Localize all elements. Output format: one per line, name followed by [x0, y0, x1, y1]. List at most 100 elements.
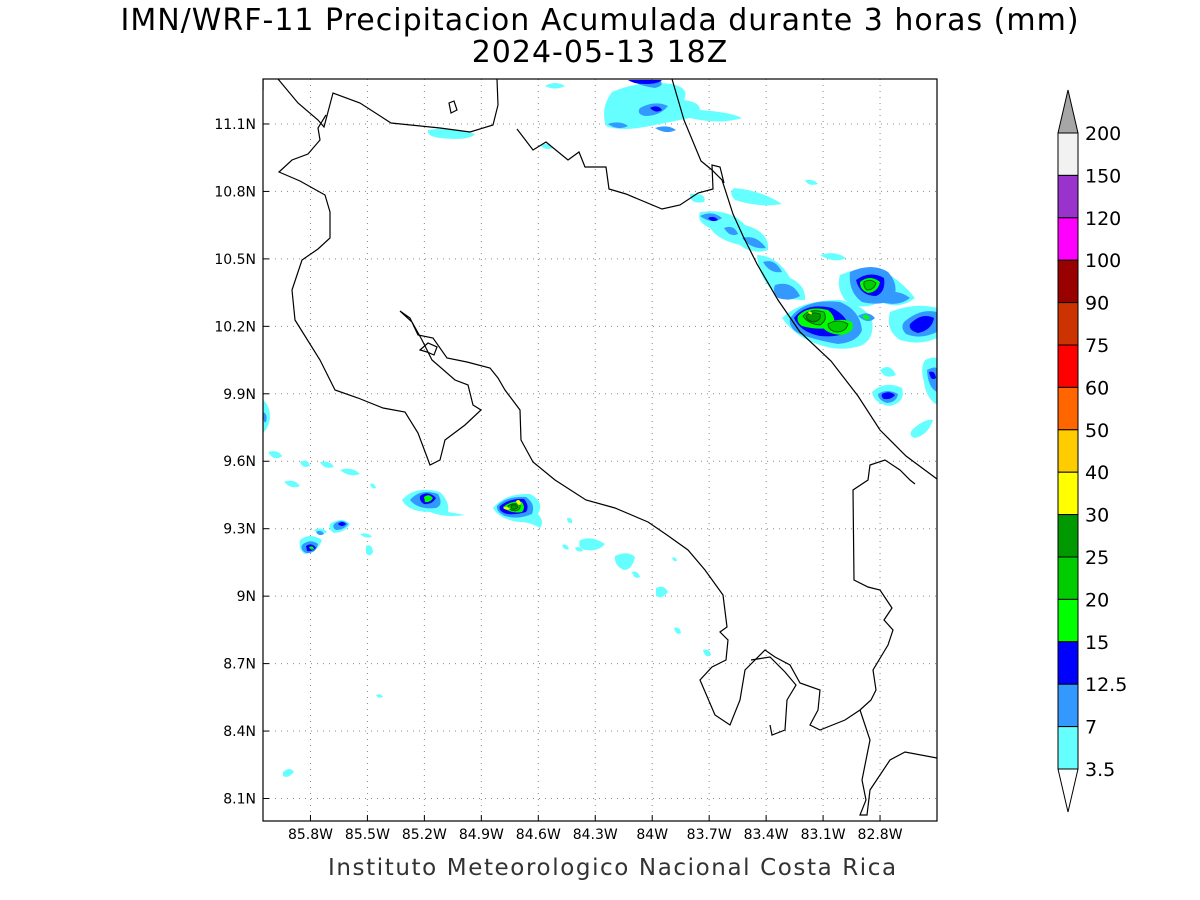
- legend-level-label: 50: [1085, 420, 1109, 442]
- lat-tick-label: 9N: [237, 589, 256, 605]
- lon-tick-label: 82.8W: [858, 827, 903, 843]
- legend-swatch: [1057, 683, 1079, 728]
- lat-tick-label: 10.5N: [214, 252, 256, 268]
- lat-tick-label: 9.3N: [223, 522, 256, 538]
- lat-tick-label: 8.4N: [223, 724, 256, 740]
- legend-swatch: [1057, 429, 1079, 473]
- legend-level-label: 60: [1085, 377, 1109, 399]
- precip-contour-3.5: [820, 253, 846, 261]
- precip-contour-7: [774, 283, 800, 300]
- precip-contour-30: [808, 311, 812, 315]
- legend-level-label: 20: [1085, 589, 1109, 611]
- lon-tick-label: 83.7W: [687, 827, 732, 843]
- precip-contour-30: [516, 500, 521, 505]
- burica-peninsula-coast: [859, 709, 937, 816]
- lat-tick-label: 9.9N: [223, 387, 256, 403]
- precip-contour-12.5: [628, 80, 662, 84]
- lon-tick-label: 85.5W: [345, 827, 390, 843]
- legend-swatch: [1057, 514, 1079, 558]
- precip-contour-3.5: [910, 419, 933, 438]
- legend-swatch: [1057, 174, 1079, 219]
- precip-contour-25: [510, 504, 519, 510]
- legend-level-label: 40: [1085, 462, 1109, 484]
- pacific-coast-line: [263, 79, 916, 731]
- lon-tick-label: 85.8W: [288, 827, 333, 843]
- legend-swatch: [1057, 259, 1079, 304]
- precip-contour-3.5: [805, 179, 818, 185]
- precip-contour-3.5: [283, 769, 294, 777]
- legend-swatch: [1057, 132, 1079, 176]
- legend-swatch: [1057, 302, 1079, 346]
- precip-contour-3.5: [263, 400, 270, 432]
- nicaragua-coast-line: [277, 79, 499, 133]
- lat-tick-label: 8.7N: [223, 657, 256, 673]
- credit-text: Instituto Meteorologico Nacional Costa R…: [328, 855, 898, 881]
- precip-contour-7: [724, 226, 738, 236]
- precip-contour-3.5: [703, 649, 711, 657]
- precip-contour-12.5: [650, 106, 662, 112]
- precip-contour-20: [863, 279, 877, 291]
- precip-contour-3.5: [284, 480, 300, 488]
- precip-contour-3.5: [880, 366, 896, 377]
- nicaragua-costa-rica-border: [516, 128, 725, 210]
- precip-contour-3.5: [604, 83, 742, 129]
- precip-contour-3.5: [567, 517, 573, 524]
- legend-swatch: [1057, 641, 1079, 685]
- lat-tick-label: 10.8N: [214, 184, 256, 200]
- map-title: IMN/WRF-11 Precipitacion Acumulada duran…: [120, 3, 1080, 38]
- precip-contour-15: [309, 546, 314, 550]
- legend-level-label: 120: [1085, 208, 1121, 230]
- precip-contour-3.5: [545, 83, 565, 89]
- legend-swatch: [1057, 471, 1079, 516]
- precip-contour-3.5: [268, 451, 282, 459]
- legend-swatch: [1057, 344, 1079, 388]
- coastlines-borders: [263, 79, 937, 816]
- precip-contour-3.5: [370, 483, 376, 489]
- precip-contour-7: [763, 261, 782, 273]
- precip-contour-12.5: [338, 522, 346, 526]
- lat-tick-label: 10.2N: [214, 319, 256, 335]
- precip-contour-3.5: [632, 571, 640, 578]
- legend-over-arrow: [1057, 89, 1079, 134]
- osa-peninsula-coast: [750, 656, 797, 736]
- precip-contour-3.5: [366, 545, 373, 556]
- precip-contour-3.5: [575, 547, 583, 552]
- legend-level-label: 75: [1085, 335, 1109, 357]
- lat-tick-label: 8.1N: [223, 792, 256, 808]
- precip-contour-20: [827, 320, 849, 333]
- precip-contour-7: [316, 530, 324, 536]
- legend-level-label: 3.5: [1085, 759, 1115, 781]
- caribbean-coast-line: [671, 79, 937, 480]
- lat-tick-label: 9.6N: [223, 454, 256, 470]
- precip-contour-12.5: [929, 371, 936, 380]
- legend-level-label: 30: [1085, 505, 1109, 527]
- lon-tick-label: 84.3W: [573, 827, 618, 843]
- precip-contour-3.5: [674, 627, 681, 634]
- color-legend: 3.5 7 12.5 15 20 25 30 40 50 60 75 90 100 120 150 200: [1057, 89, 1127, 813]
- precip-contour-15: [424, 495, 433, 503]
- precip-contour-12.5: [708, 216, 718, 222]
- precip-contour-7: [608, 122, 628, 129]
- precip-contour-15: [862, 314, 870, 320]
- precip-contour-3.5: [300, 460, 310, 467]
- gulf-of-nicoya-island: [418, 342, 438, 356]
- precip-contour-3.5: [320, 461, 334, 468]
- precip-contour-30: [503, 506, 510, 510]
- legend-swatch: [1057, 386, 1079, 431]
- legend-level-label: 7: [1085, 717, 1097, 739]
- legend-under-arrow: [1057, 768, 1079, 813]
- precip-contour-3.5: [672, 557, 677, 562]
- legend-level-label: 12.5: [1085, 674, 1127, 696]
- lon-tick-label: 83.4W: [744, 827, 789, 843]
- lon-tick-label: 84.6W: [516, 827, 561, 843]
- legend-level-label: 15: [1085, 632, 1109, 654]
- precip-contour-3.5: [360, 533, 372, 538]
- lon-tick-label: 84.9W: [459, 827, 504, 843]
- precip-contour-7: [655, 126, 676, 133]
- legend-level-label: 100: [1085, 250, 1121, 272]
- legend-swatch: [1057, 217, 1079, 261]
- legend-level-label: 90: [1085, 293, 1109, 315]
- legend-level-label: 200: [1085, 123, 1121, 145]
- precip-contour-3.5: [376, 694, 383, 698]
